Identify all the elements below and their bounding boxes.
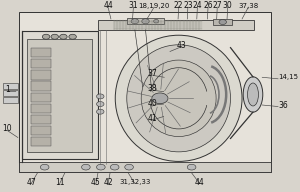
Circle shape <box>97 102 104 107</box>
Text: 37: 37 <box>148 69 158 78</box>
Ellipse shape <box>127 45 230 152</box>
Circle shape <box>97 109 104 114</box>
Text: 27: 27 <box>212 1 222 10</box>
Text: 47: 47 <box>26 178 36 187</box>
Bar <box>3 97 18 103</box>
Ellipse shape <box>243 77 263 112</box>
Bar <box>31 48 51 57</box>
Bar <box>31 115 51 124</box>
Ellipse shape <box>141 60 216 137</box>
Text: 41: 41 <box>148 114 158 123</box>
Circle shape <box>97 94 104 99</box>
Circle shape <box>152 93 168 104</box>
Text: 30: 30 <box>223 1 232 10</box>
Bar <box>31 81 51 91</box>
Circle shape <box>142 19 149 24</box>
Circle shape <box>60 34 67 39</box>
Bar <box>31 59 51 69</box>
Text: 1: 1 <box>5 85 10 94</box>
Text: 10: 10 <box>2 124 12 133</box>
Text: 11: 11 <box>55 178 64 187</box>
Circle shape <box>154 20 159 23</box>
Bar <box>27 39 92 152</box>
Text: 44: 44 <box>195 178 205 187</box>
Text: 44: 44 <box>103 1 113 10</box>
Bar <box>31 137 51 146</box>
Bar <box>31 93 51 102</box>
Circle shape <box>219 20 226 25</box>
Circle shape <box>69 34 76 39</box>
Text: 31,32,33: 31,32,33 <box>119 179 151 185</box>
Text: 37,38: 37,38 <box>238 2 259 9</box>
Circle shape <box>40 164 49 170</box>
Text: 14,15: 14,15 <box>278 74 298 80</box>
Circle shape <box>82 164 90 170</box>
Bar <box>98 20 254 30</box>
Bar <box>31 70 51 79</box>
Bar <box>3 90 18 96</box>
Circle shape <box>187 164 196 170</box>
Bar <box>213 19 232 25</box>
Bar <box>19 12 271 172</box>
Bar <box>31 104 51 113</box>
Text: 18,19,20: 18,19,20 <box>139 2 170 9</box>
Circle shape <box>42 34 50 39</box>
Ellipse shape <box>248 83 259 106</box>
Text: 36: 36 <box>278 100 288 109</box>
Text: 43: 43 <box>177 41 186 50</box>
Text: 38: 38 <box>148 84 158 93</box>
Text: 23: 23 <box>183 1 193 10</box>
Text: 40: 40 <box>148 99 158 108</box>
Text: 24: 24 <box>193 1 202 10</box>
Text: 42: 42 <box>103 178 113 187</box>
Bar <box>127 18 164 24</box>
Text: 31: 31 <box>129 1 138 10</box>
Text: 26: 26 <box>203 1 213 10</box>
Bar <box>22 31 98 159</box>
Bar <box>31 126 51 135</box>
Circle shape <box>110 164 119 170</box>
Bar <box>3 83 18 89</box>
Ellipse shape <box>115 35 242 161</box>
Text: 22: 22 <box>174 1 183 10</box>
Circle shape <box>51 34 59 39</box>
Circle shape <box>131 19 139 24</box>
Circle shape <box>97 164 105 170</box>
Bar <box>19 162 271 172</box>
Circle shape <box>125 164 134 170</box>
Text: 45: 45 <box>91 178 101 187</box>
